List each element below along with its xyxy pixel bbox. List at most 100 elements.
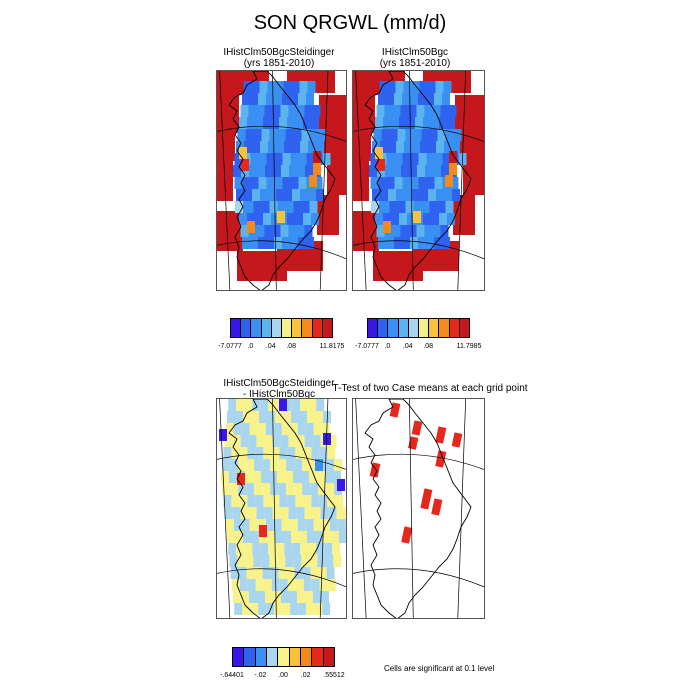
map-cell (258, 177, 267, 189)
map-cell (260, 189, 268, 201)
map-cell (286, 459, 295, 471)
map-cell (313, 591, 321, 603)
map-cell (312, 507, 321, 519)
map-cell (225, 423, 234, 435)
map-cell (278, 459, 287, 471)
map-cell (439, 117, 447, 129)
map-cell (290, 603, 299, 615)
map-cell (257, 423, 266, 435)
panel-1-title-line2: (yrs 1851-2010) (243, 58, 315, 69)
map-cell (274, 603, 283, 615)
map-cell (317, 555, 326, 567)
colorbar-tick-label: 11.7985 (456, 343, 482, 350)
panel-2-title-line2: (yrs 1851-2010) (379, 58, 451, 69)
map-cell (240, 507, 249, 519)
map-cell (251, 411, 259, 423)
map-cell (412, 141, 420, 153)
map-panel-3 (216, 398, 347, 619)
map-cell (276, 189, 284, 201)
map-cell (255, 213, 263, 225)
map-cell (291, 411, 299, 423)
map-cell (319, 579, 328, 591)
map-cell (263, 579, 272, 591)
map-cell (306, 93, 314, 105)
map-cell (331, 531, 339, 543)
map-cell (379, 81, 388, 93)
map-cell (299, 411, 307, 423)
map-cell (248, 507, 257, 519)
panel-1-title-line1: IHistClm50BgcSteidinger (223, 47, 335, 58)
map-cell (256, 225, 265, 237)
map-cell (296, 225, 305, 237)
map-cell (273, 423, 282, 435)
map-cell (272, 105, 281, 117)
map-cell (376, 225, 385, 237)
map-cell (300, 141, 308, 153)
map-panel-4 (352, 398, 485, 619)
map-cell (277, 471, 285, 483)
map-cell (239, 147, 247, 159)
map-cell (388, 141, 396, 153)
map-cell (267, 81, 276, 93)
map-cell (255, 495, 264, 507)
map-cell (234, 153, 243, 165)
significant-cell (411, 420, 423, 436)
panel-1-title: IHistClm50BgcSteidinger (yrs 1851-2010) (197, 47, 361, 69)
map-cell (313, 163, 321, 175)
coastline (364, 71, 472, 290)
map-cell (308, 543, 317, 555)
map-cell (308, 399, 317, 411)
map-cell (405, 129, 414, 141)
map-cell (250, 93, 258, 105)
map-cell (375, 213, 383, 225)
map-cell (297, 423, 306, 435)
map-cell (319, 95, 346, 135)
map-cell (318, 483, 327, 495)
map-cell (310, 459, 319, 471)
colorbar-tick-label: .55512 (323, 672, 345, 679)
map-cell (260, 141, 268, 153)
map-cell (442, 237, 450, 249)
map-cell (326, 483, 335, 495)
map-cell (227, 411, 235, 423)
map-cell (277, 555, 286, 567)
map-cell (256, 435, 265, 447)
map-cell (258, 603, 267, 615)
map-cell (413, 129, 422, 141)
map-cell (242, 177, 251, 189)
colorbar-swatch (458, 318, 470, 338)
map-cell (307, 531, 315, 543)
map-cell (287, 213, 295, 225)
map-cell (410, 177, 419, 189)
map-cell (301, 471, 309, 483)
map-cell (261, 201, 270, 213)
map-cell (449, 163, 457, 175)
map-cell (286, 567, 295, 579)
map-cell (249, 591, 257, 603)
map-cell (437, 201, 446, 213)
map-cell (421, 129, 430, 141)
map-cell (447, 213, 455, 225)
map-cell (389, 201, 398, 213)
map-cell (371, 201, 379, 213)
map-cell (289, 423, 298, 435)
map-cell (301, 129, 310, 141)
map-cell (289, 591, 297, 603)
map-cell (261, 555, 270, 567)
map-cell (293, 201, 302, 213)
map-cell (280, 105, 289, 117)
map-cell (249, 165, 257, 177)
map-cell (252, 543, 261, 555)
map-cell (407, 117, 415, 129)
map-cell (325, 555, 334, 567)
map-cell (316, 141, 324, 153)
map-cell (303, 495, 312, 507)
map-cell (424, 105, 433, 117)
map-cell (279, 447, 288, 459)
map-cell (268, 543, 277, 555)
map-cell (410, 237, 418, 249)
map-cell (236, 189, 244, 201)
map-cell (288, 105, 297, 117)
colorbar-tick-label: -7.0777 (218, 343, 242, 350)
map-cell (281, 423, 290, 435)
